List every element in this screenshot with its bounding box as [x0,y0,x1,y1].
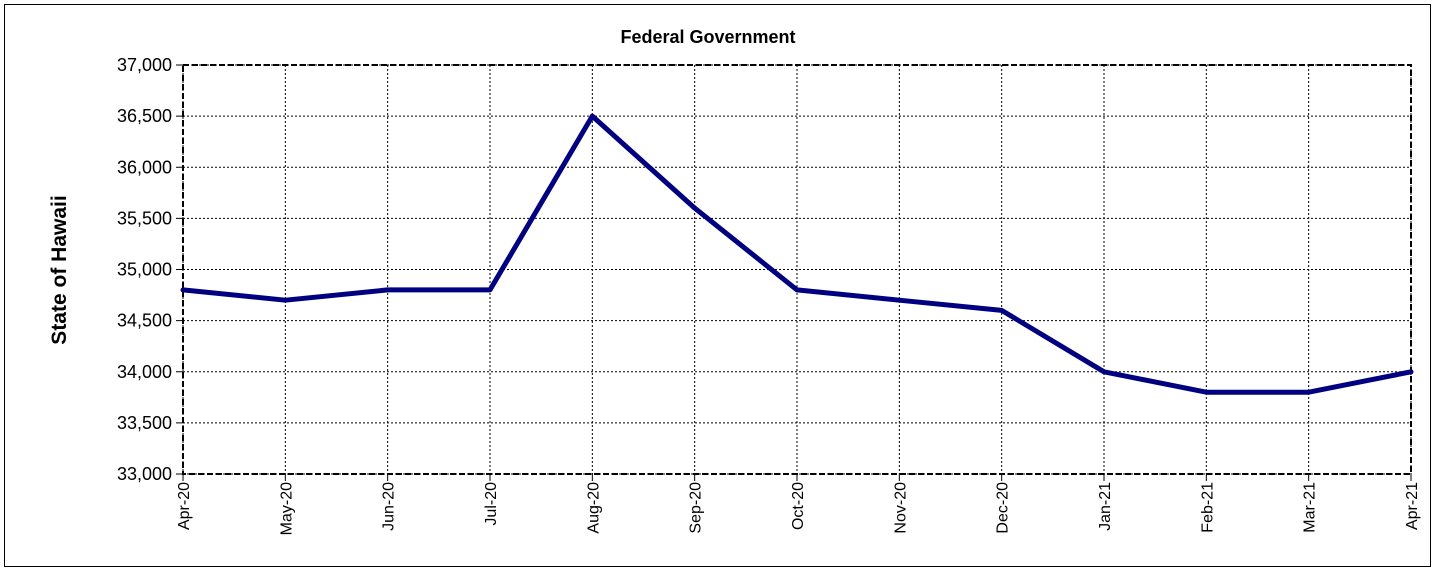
series-layer [180,113,1414,395]
y-tick-label: 36,000 [117,157,172,177]
y-tick-label: 37,000 [117,55,172,75]
y-tick-labels: 33,000 33,500 34,000 34,500 35,000 35,500 36,0… [117,55,172,484]
x-tick-label: Oct-20 [790,482,807,530]
y-tick-label: 34,000 [117,362,172,382]
y-axis-label: State of Hawaii [48,195,71,344]
y-tick-label: 33,000 [117,464,172,484]
y-tick-label: 33,500 [117,413,172,433]
x-tick-label: Jan-21 [1097,482,1114,531]
x-tick-label: Mar-21 [1302,482,1319,533]
x-tick-label: Aug-20 [585,482,602,534]
y-tick-label: 35,500 [117,208,172,228]
axes [176,64,1412,481]
x-tick-label: Jun-20 [381,482,398,531]
chart-title: Federal Government [620,27,795,47]
y-tick-label: 35,000 [117,260,172,280]
x-tick-label: Sep-20 [688,482,705,534]
x-tick-label: Jul-20 [483,482,500,526]
x-tick-label: Dec-20 [995,482,1012,534]
plot-area-border [182,64,1412,475]
x-tick-label: May-20 [278,482,295,535]
gridlines [182,64,1412,475]
y-tick-label: 34,500 [117,311,172,331]
y-tick-label: 36,500 [117,106,172,126]
x-tick-label: Apr-21 [1404,482,1421,530]
x-tick-label: Apr-20 [176,482,193,530]
x-tick-labels: Apr-20 May-20 Jun-20 Jul-20 Aug-20 Sep-20 Oct-… [176,482,1421,535]
series-line [180,113,1414,395]
x-tick-label: Nov-20 [892,482,909,534]
x-tick-label: Feb-21 [1199,482,1216,533]
